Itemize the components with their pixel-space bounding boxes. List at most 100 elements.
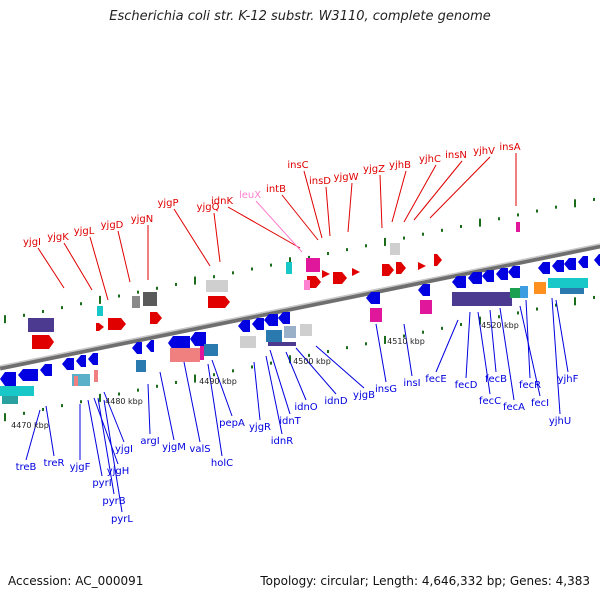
upper-grid-dot <box>4 315 6 324</box>
forward-gene-arrow <box>396 262 406 274</box>
lower-grid-dot <box>498 315 500 319</box>
lower-grid-dot <box>156 384 158 388</box>
gene-label-yjgK: yjgK <box>47 232 69 243</box>
leader-line-idnR <box>265 355 283 435</box>
lower-grid-dot <box>61 404 63 408</box>
gene-label-fecI: fecI <box>531 398 549 409</box>
gene-label-yjgI: yjgI <box>23 237 41 248</box>
forward-gene-arrow <box>418 262 426 270</box>
forward-gene-arrow <box>333 272 347 284</box>
reverse-gene-arrow <box>366 292 380 304</box>
leader-line-fecR <box>525 299 531 379</box>
reverse-gene-arrow <box>190 332 206 346</box>
forward-gene-arrow <box>382 264 394 276</box>
lower-grid-dot <box>42 407 44 411</box>
leader-line-yjgB <box>315 345 365 389</box>
leader-line-yjgI <box>103 391 125 443</box>
leader-line-yjgR <box>253 361 261 421</box>
grid-dots <box>4 197 595 422</box>
ruler-label: 4470 kbp <box>11 421 49 430</box>
forward-gene-arrow <box>208 296 230 308</box>
leader-line-idnK <box>227 206 301 249</box>
lower-grid-dot <box>118 392 120 396</box>
gene-label-fecE: fecE <box>425 374 447 385</box>
lower-grid-dot <box>593 295 595 299</box>
leader-line-pyrI <box>87 399 103 477</box>
gene-block-teal <box>136 360 146 372</box>
lower-grid-dot <box>422 330 424 334</box>
gene-label-fecB: fecB <box>485 374 507 385</box>
reverse-gene-arrow <box>40 364 52 376</box>
gene-label-idnT: idnT <box>279 416 301 427</box>
lower-grid-dot <box>99 393 101 402</box>
leader-line-yjgW <box>347 182 353 233</box>
gene-block-cyan <box>286 262 292 274</box>
leader-line-valS <box>183 361 201 443</box>
gene-label-yjhC: yjhC <box>419 154 441 165</box>
gene-label-yjgR: yjgR <box>249 422 271 433</box>
leader-line-insN <box>413 160 463 221</box>
gene-label-argI: argI <box>140 436 159 447</box>
reverse-gene-arrow <box>264 314 278 326</box>
gene-block-gray <box>300 324 312 336</box>
upper-grid-dot <box>308 255 310 259</box>
reverse-gene-arrow <box>482 270 494 282</box>
upper-grid-dot <box>403 236 405 240</box>
upper-grid-dot <box>555 205 557 209</box>
lower-grid-dot <box>194 374 196 383</box>
upper-grid-dot <box>270 263 272 267</box>
gene-block-magenta <box>306 258 320 272</box>
forward-gene-arrow <box>96 323 104 331</box>
gene-block-pink <box>94 370 98 382</box>
upper-grid-dot <box>517 213 519 217</box>
gene-block-orange <box>534 282 546 294</box>
gene-label-pyrB: pyrB <box>102 496 125 507</box>
lower-grid-dot <box>232 369 234 373</box>
lower-grid-dot <box>251 365 253 369</box>
gene-block-pink <box>74 376 78 386</box>
gene-block-magenta <box>420 300 432 314</box>
leader-line-yjhV <box>429 156 491 219</box>
label-leaders <box>25 153 569 513</box>
lower-grid-dot <box>137 388 139 392</box>
upper-grid-dot <box>194 276 196 285</box>
leader-line-yjhF <box>555 299 569 373</box>
gene-block-purple <box>452 292 512 306</box>
gene-block-green <box>510 288 520 298</box>
reverse-gene-arrow <box>62 358 74 370</box>
gene-block-gray <box>390 243 400 255</box>
gene-block-pink <box>170 348 200 362</box>
upper-grid-dot <box>61 306 63 310</box>
lower-grid-dot <box>555 303 557 307</box>
gene-block-gray <box>240 336 256 348</box>
gene-block-teal <box>204 344 218 356</box>
upper-grid-dot <box>118 294 120 298</box>
upper-grid-dot <box>213 275 215 279</box>
leader-line-holC <box>207 363 223 457</box>
gene-block-purple <box>268 342 296 346</box>
gene-label-idnR: idnR <box>271 436 293 447</box>
gene-label-yjgD: yjgD <box>101 220 124 231</box>
leader-line-yjgD <box>117 230 131 283</box>
ruler-label: 4510 kbp <box>387 337 425 346</box>
lower-grid-dot <box>4 413 6 422</box>
ruler-label: 4480 kbp <box>105 397 143 406</box>
lower-grid-dot <box>536 307 538 311</box>
upper-grid-dot <box>498 217 500 221</box>
reverse-gene-arrow <box>468 272 482 284</box>
gene-block-gray <box>284 326 296 338</box>
reverse-gene-arrow <box>146 340 154 352</box>
feature-track <box>0 222 600 404</box>
lower-grid-dot <box>289 355 291 364</box>
upper-grid-dot <box>346 248 348 252</box>
reverse-gene-arrow <box>238 320 250 332</box>
leader-line-yjgP <box>173 208 211 267</box>
leader-line-yjgH <box>93 397 119 465</box>
lower-grid-dot <box>574 297 576 306</box>
gene-label-holC: holC <box>211 458 233 469</box>
gene-block-gray <box>206 280 228 292</box>
upper-grid-dot <box>441 228 443 232</box>
reverse-gene-arrow <box>88 353 98 365</box>
leader-line-fecI <box>519 305 541 397</box>
reverse-gene-arrow <box>0 372 16 386</box>
